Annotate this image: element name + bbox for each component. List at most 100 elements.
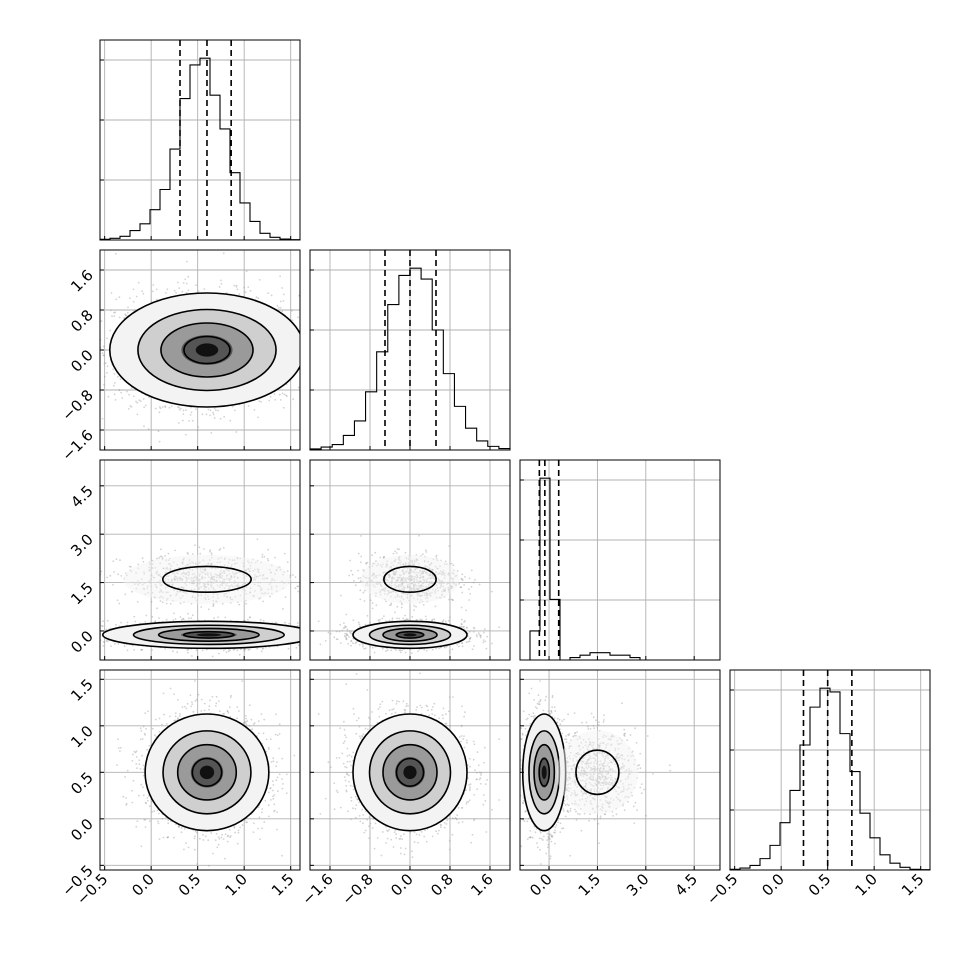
sample-point [326, 378, 328, 380]
sample-point [120, 621, 122, 624]
sample-point [288, 622, 291, 625]
sample-point [113, 384, 115, 387]
sample-point [303, 633, 305, 635]
sample-point [343, 360, 345, 362]
sample-point [178, 406, 180, 409]
sample-point [187, 648, 190, 651]
sample-point [118, 296, 121, 299]
sample-point [205, 648, 208, 651]
sample-point [297, 590, 300, 593]
sample-point [327, 317, 329, 319]
sample-point [249, 289, 252, 292]
sample-point [270, 294, 273, 297]
sample-point [222, 252, 225, 255]
sample-point [143, 425, 145, 428]
sample-point [222, 649, 225, 652]
sample-point [256, 538, 259, 540]
sample-point [188, 617, 190, 620]
sample-point [150, 600, 153, 603]
sample-point [296, 622, 299, 624]
sample-point [197, 426, 200, 428]
sample-point [332, 403, 334, 405]
sample-point [245, 602, 248, 605]
sample-point [95, 626, 97, 628]
sample-point [286, 561, 289, 563]
sample-point [337, 653, 339, 655]
sample-point [303, 349, 305, 351]
sample-point [115, 558, 118, 561]
sample-point [115, 298, 118, 301]
sample-point [220, 283, 223, 285]
sample-point [106, 365, 109, 368]
sample-point [132, 301, 135, 303]
sample-point [243, 619, 246, 622]
sample-point [159, 600, 162, 602]
sample-point [113, 315, 116, 317]
sample-point [130, 387, 133, 390]
sample-point [141, 648, 144, 651]
sample-point [320, 579, 322, 581]
sample-point [306, 365, 308, 367]
sample-point [210, 432, 213, 434]
sample-point [137, 281, 140, 284]
sample-point [201, 413, 204, 416]
sample-point [264, 646, 267, 649]
sample-point [212, 604, 215, 606]
sample-point [126, 621, 129, 624]
sample-point [82, 569, 84, 571]
sample-point [151, 649, 154, 651]
sample-point [302, 636, 304, 638]
sample-point [102, 644, 105, 647]
sample-point [321, 638, 323, 640]
sample-point [179, 616, 182, 618]
sample-point [215, 409, 217, 412]
sample-point [191, 553, 194, 555]
sample-point [248, 648, 251, 651]
sample-point [105, 362, 107, 364]
sample-point [92, 351, 94, 353]
sample-point [327, 350, 329, 352]
sample-point [213, 617, 216, 620]
sample-point [182, 282, 185, 284]
sample-point [186, 649, 189, 651]
sample-point [172, 650, 174, 653]
sample-point [314, 629, 316, 631]
sample-point [103, 375, 106, 378]
sample-point [238, 603, 241, 606]
sample-point [258, 279, 261, 281]
sample-point [314, 644, 316, 646]
panel-frame [99, 39, 301, 241]
sample-point [164, 406, 167, 409]
sample-point [191, 655, 193, 657]
sample-point [141, 557, 144, 560]
sample-point [94, 633, 96, 635]
sample-point [112, 583, 114, 586]
sample-point [258, 400, 261, 402]
sample-point [282, 300, 285, 302]
sample-point [46, 318, 48, 320]
sample-point [105, 628, 108, 631]
sample-point [109, 574, 112, 577]
sample-point [306, 645, 308, 647]
density-band [195, 343, 219, 357]
sample-point [100, 625, 103, 627]
sample-point [333, 625, 335, 627]
sample-point [224, 616, 227, 619]
sample-point [187, 651, 189, 654]
sample-point [112, 368, 115, 371]
sample-point [358, 376, 360, 378]
sample-point [94, 624, 96, 626]
sample-point [68, 635, 70, 637]
sample-point [154, 407, 157, 410]
sample-point [118, 316, 121, 319]
sample-point [211, 655, 214, 658]
sample-point [302, 627, 304, 629]
sample-point [304, 351, 306, 353]
sample-point [333, 358, 335, 360]
sample-point [209, 550, 211, 553]
sample-point [92, 381, 94, 383]
sample-point [113, 373, 116, 375]
sample-point [177, 281, 179, 284]
sample-point [292, 574, 294, 576]
sample-point [101, 417, 104, 420]
